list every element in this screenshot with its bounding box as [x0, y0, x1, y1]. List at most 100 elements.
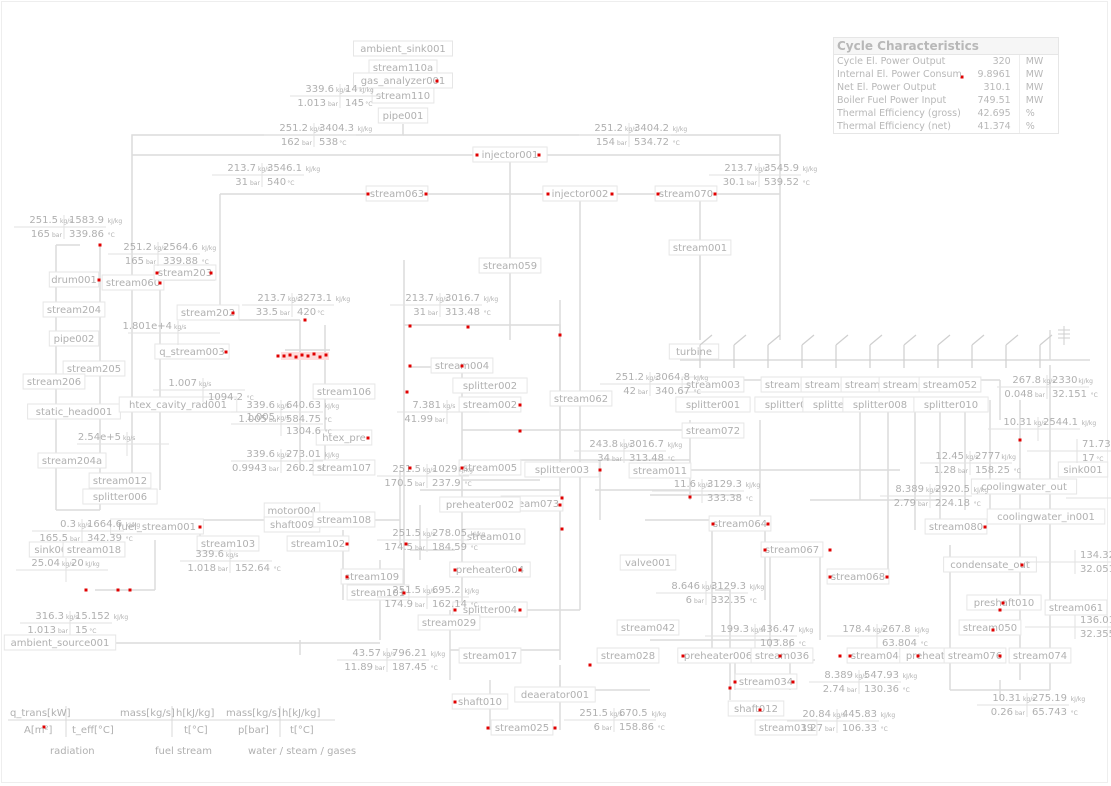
component-shaft009[interactable]: shaft009	[263, 516, 321, 533]
component-stream080[interactable]: stream080	[924, 518, 988, 535]
unit-label: kg/s	[833, 712, 845, 719]
component-stream034[interactable]: stream034	[734, 673, 798, 690]
component-stream074[interactable]: stream074	[1008, 647, 1072, 664]
component-fuel-stream001[interactable]: fuel_stream001	[110, 518, 204, 535]
component-stream064[interactable]: stream064	[708, 515, 772, 532]
stream-table: 8.646 3129.3 6 332.35 kg/s bar kJ/kg °C	[656, 581, 764, 606]
component-stream010[interactable]: stream010	[462, 528, 526, 545]
stream-table: 251.5 1029 170.5 237.9 kg/s bar kJ/kg °C	[377, 464, 473, 489]
component-preheater006[interactable]: preheater006	[677, 647, 759, 664]
component-shaft010[interactable]: shaft010	[451, 693, 509, 710]
component-stream028[interactable]: stream028	[596, 647, 660, 664]
component-stream068[interactable]: stream068	[826, 568, 890, 585]
component-preheater002[interactable]: preheater002	[439, 496, 521, 513]
component-stream042[interactable]: stream042	[616, 619, 680, 636]
component-stream072[interactable]: stream072	[681, 422, 745, 439]
port-marker	[553, 726, 557, 730]
component-htex-cavity-rad001[interactable]: htex_cavity_rad001	[118, 396, 238, 413]
component-coolingwater-in[interactable]: coolingwater_in001	[986, 508, 1106, 525]
port-marker	[42, 725, 46, 729]
component-stream108[interactable]: stream108	[312, 511, 376, 528]
component-ambient-source001[interactable]: ambient_source001	[3, 634, 117, 651]
stream-mass: 10.31	[992, 693, 1021, 704]
component-deaerator001[interactable]: deaerator001	[514, 686, 596, 703]
component-stream076[interactable]: stream076	[943, 647, 1007, 664]
component-stream050[interactable]: stream050	[958, 619, 1022, 636]
component-splitter003[interactable]: splitter003	[524, 461, 600, 478]
component-splitter002[interactable]: splitter002	[452, 377, 528, 394]
component-stream107[interactable]: stream107	[312, 459, 376, 476]
component-stream061[interactable]: stream061	[1044, 599, 1108, 616]
component-splitter006[interactable]: splitter006	[82, 488, 158, 505]
component-q-stream003[interactable]: q_stream003	[154, 343, 230, 360]
component-ambient-sink001[interactable]: ambient_sink001	[353, 40, 453, 57]
unit-label: kJ/kg	[202, 245, 217, 252]
component-stream202[interactable]: stream202	[176, 304, 240, 321]
component-stream063[interactable]: stream063	[365, 185, 429, 202]
component-shaft012[interactable]: shaft012	[727, 700, 785, 717]
component-stream002[interactable]: stream002	[458, 396, 522, 413]
component-stream203[interactable]: stream203	[153, 264, 217, 281]
component-stream018[interactable]: stream018	[62, 541, 126, 558]
unit-label: °C	[465, 481, 472, 488]
component-stream103[interactable]: stream103	[196, 535, 260, 552]
component-stream001[interactable]: stream001	[668, 239, 732, 256]
component-valve001[interactable]: valve001	[619, 554, 677, 571]
component-stream039[interactable]: stream039	[754, 719, 818, 736]
component-stream204[interactable]: stream204	[42, 301, 106, 318]
component-stream062[interactable]: stream062	[549, 390, 613, 407]
stream-temperature: 145	[345, 98, 364, 109]
component-stream206[interactable]: stream206	[22, 373, 86, 390]
component-injector002[interactable]: injector002	[542, 185, 618, 202]
component-stream012[interactable]: stream012	[88, 472, 152, 489]
component-turbine[interactable]: turbine	[668, 343, 720, 360]
component-motor004[interactable]: motor004	[263, 502, 321, 519]
component-splitter001[interactable]: splitter001	[675, 396, 751, 413]
component-stream052[interactable]: stream052	[918, 376, 982, 393]
component-splitter010[interactable]: splitter010	[913, 396, 989, 413]
unit-label: °C	[471, 602, 478, 609]
unit-label: bar	[428, 310, 438, 317]
component-stream059[interactable]: stream059	[478, 257, 542, 274]
component-stream029[interactable]: stream029	[417, 614, 481, 631]
unit-label: kJ/kg	[1001, 454, 1016, 461]
component-preheater004[interactable]: preheater004	[449, 561, 531, 578]
cc-value: 310.1	[962, 81, 1020, 94]
component-stream205[interactable]: stream205	[62, 360, 126, 377]
port-marker	[916, 654, 920, 658]
component-splitter008[interactable]: splitter008	[842, 396, 918, 413]
stream-table: 213.7 3273.1 33.5 420 kg/s bar kJ/kg °C	[242, 293, 350, 318]
stream-pressure: 0.26	[991, 707, 1013, 718]
unit-label: bar	[958, 468, 968, 475]
turbine-stage-icon	[903, 334, 917, 368]
component-injector001[interactable]: injector001	[472, 146, 548, 163]
component-stream060[interactable]: stream060	[101, 274, 165, 291]
port-marker	[97, 278, 101, 282]
component-pipe002[interactable]: pipe002	[48, 330, 100, 347]
component-stream109[interactable]: stream109	[340, 568, 404, 585]
stream-enthalpy: 2544.1	[1043, 417, 1078, 428]
component-condensate-out[interactable]: condensate_out	[943, 556, 1037, 573]
component-stream106[interactable]: stream106	[312, 383, 376, 400]
component-stream067[interactable]: stream067	[760, 541, 824, 558]
unit-label: kg/s	[966, 454, 978, 461]
component-coolingwater-out[interactable]: coolingwater_out	[970, 478, 1078, 495]
component-stream017[interactable]: stream017	[458, 647, 522, 664]
component-stream025[interactable]: stream025	[490, 719, 554, 736]
component-sink001[interactable]: sink001	[1057, 461, 1109, 478]
port-marker	[366, 192, 370, 196]
component-stream102[interactable]: stream102	[286, 535, 350, 552]
stream-pressure: 170.5	[384, 478, 413, 489]
component-pipe001[interactable]: pipe001	[377, 107, 429, 124]
component-splitter004[interactable]: splitter004	[452, 601, 528, 618]
component-stream011[interactable]: stream011	[628, 462, 692, 479]
component-drum001[interactable]: drum001	[48, 271, 100, 288]
component-stream036[interactable]: stream036	[750, 647, 814, 664]
component-static-head001[interactable]: static_head001	[27, 403, 121, 420]
component-htex-pre[interactable]: htex_pre	[315, 429, 373, 446]
component-stream101[interactable]: stream101	[346, 584, 410, 601]
component-stream005[interactable]: stream005	[458, 459, 522, 476]
component-stream204a[interactable]: stream204a	[37, 452, 107, 469]
stream-table: 2.54e+5 kg/s	[77, 432, 169, 456]
component-stream070[interactable]: stream070	[654, 185, 718, 202]
